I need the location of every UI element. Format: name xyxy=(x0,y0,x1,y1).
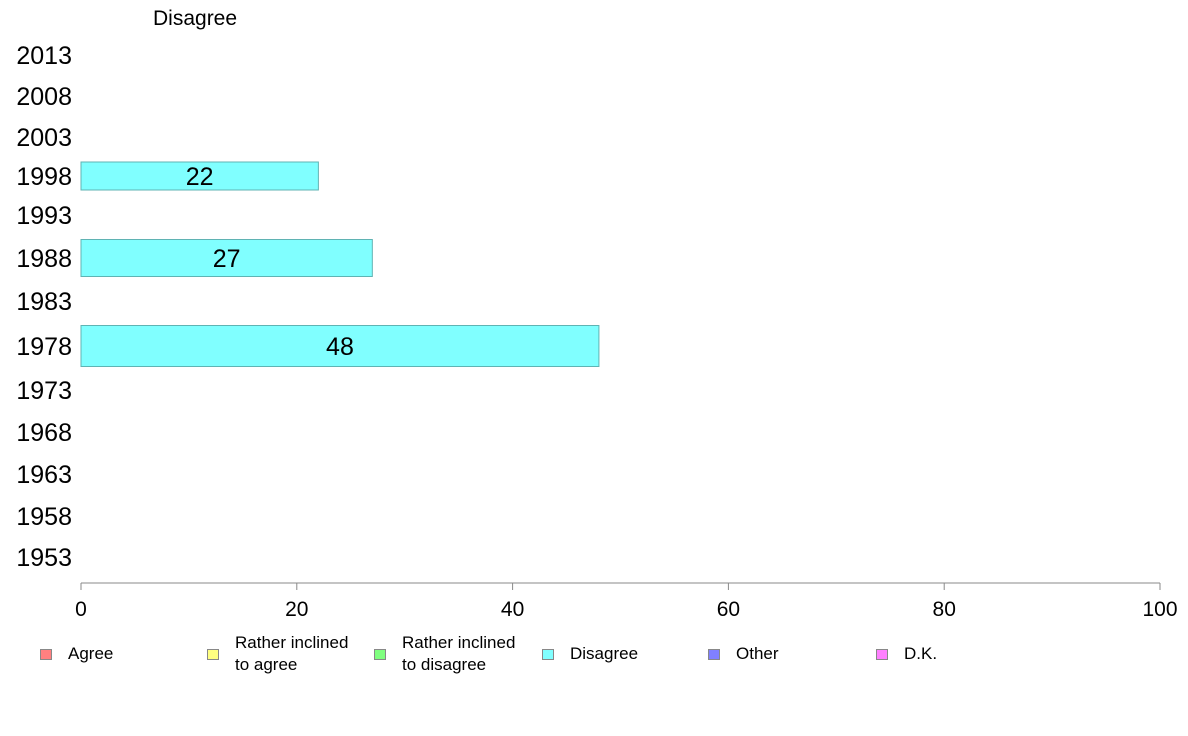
y-tick-label-2013: 2013 xyxy=(16,42,72,70)
bar-chart: 2013 2008 2003 1998 1993 1988 1983 1978 1973 1968… xyxy=(16,42,1177,621)
legend-label: D.K. xyxy=(904,644,938,663)
legend-swatch xyxy=(876,648,888,660)
data-label-1978: 48 xyxy=(326,333,354,361)
x-tick-label-40: 40 xyxy=(501,598,524,621)
legend-label: Rather inclined to agree xyxy=(235,633,349,674)
y-tick-label-1993: 1993 xyxy=(16,202,72,230)
legend-item-1: Rather inclined to agree xyxy=(207,632,348,676)
y-tick-label-1953: 1953 xyxy=(16,544,72,572)
y-tick-label-1988: 1988 xyxy=(16,245,72,273)
y-tick-label-1958: 1958 xyxy=(16,503,72,531)
y-tick-label-2003: 2003 xyxy=(16,124,72,152)
x-tick-label-60: 60 xyxy=(717,598,740,621)
y-tick-label-2008: 2008 xyxy=(16,83,72,111)
legend-label: Other xyxy=(736,644,779,663)
legend-label: Agree xyxy=(68,644,114,663)
legend-swatch xyxy=(374,648,386,660)
x-tick-label-20: 20 xyxy=(285,598,308,621)
legend-swatch xyxy=(40,648,52,660)
y-tick-label-1978: 1978 xyxy=(16,333,72,361)
bar-1978 xyxy=(80,325,600,367)
legend-label: Disagree xyxy=(570,644,639,663)
y-tick-label-1963: 1963 xyxy=(16,461,72,489)
legend-item-0: Agree xyxy=(40,632,113,676)
legend-swatch xyxy=(542,648,554,660)
legend-item-2: Rather inclined to disagree xyxy=(374,632,515,676)
x-tick-label-100: 100 xyxy=(1142,598,1177,621)
y-tick-label-1983: 1983 xyxy=(16,288,72,316)
legend-swatch xyxy=(207,648,219,660)
y-tick-label-1973: 1973 xyxy=(16,377,72,405)
legend-label: Rather inclined to disagree xyxy=(402,633,516,674)
legend-swatch xyxy=(708,648,720,660)
legend-item-4: Other xyxy=(708,632,779,676)
chart-legend: Agree Rather inclined to agree Rather incl… xyxy=(0,632,1188,682)
legend-item-3: Disagree xyxy=(542,632,638,676)
legend-item-5: D.K. xyxy=(876,632,937,676)
bar-1988 xyxy=(80,239,373,277)
data-label-1988: 27 xyxy=(213,245,241,273)
x-tick-label-80: 80 xyxy=(933,598,956,621)
x-tick-label-0: 0 xyxy=(75,598,87,621)
y-tick-label-1968: 1968 xyxy=(16,419,72,447)
data-label-1998: 22 xyxy=(186,163,214,191)
y-tick-label-1998: 1998 xyxy=(16,163,72,191)
chart-title: Disagree xyxy=(153,7,238,30)
bar-1998 xyxy=(80,161,319,191)
